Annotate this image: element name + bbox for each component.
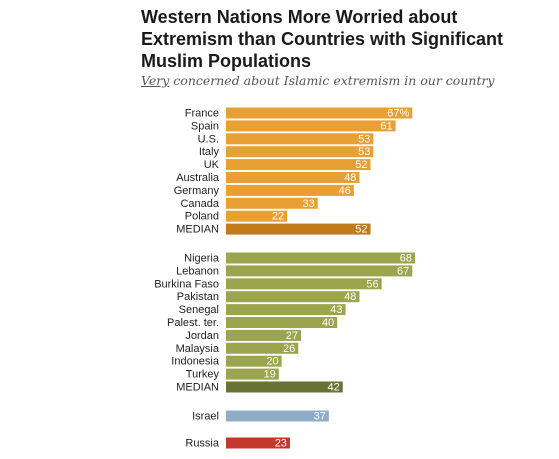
bar-france [226, 107, 413, 119]
bar-u-s [226, 133, 374, 145]
category-label-median-1: MEDIAN [176, 382, 219, 394]
category-label-spain: Spain [191, 120, 219, 132]
bar-median-1 [226, 381, 343, 393]
bar-indonesia [226, 355, 282, 367]
bar-israel [226, 410, 329, 422]
category-label-u-s: U.S. [198, 133, 219, 145]
value-label-germany: 46 [339, 185, 351, 197]
value-label-poland: 22 [272, 211, 284, 223]
value-label-israel: 37 [314, 411, 326, 423]
category-label-turkey: Turkey [186, 369, 220, 381]
chart-title: Western Nations More Worried about Extre… [141, 7, 504, 71]
bar-malaysia [226, 342, 299, 354]
value-label-spain: 61 [380, 120, 392, 132]
value-label-malaysia: 26 [283, 343, 295, 355]
value-label-lebanon: 67 [397, 265, 409, 277]
bar-italy [226, 146, 374, 158]
category-label-malaysia: Malaysia [176, 343, 220, 355]
bar-germany [226, 184, 354, 196]
value-label-u-s: 53 [358, 133, 370, 145]
bar-burkina-faso [226, 278, 382, 290]
value-label-palest-ter: 40 [322, 317, 334, 329]
category-label-italy: Italy [199, 146, 220, 158]
chart-subtitle: Very concerned about Islamic extremism i… [141, 73, 551, 88]
value-label-italy: 53 [358, 146, 370, 158]
category-label-russia: Russia [185, 438, 220, 450]
category-label-poland: Poland [185, 211, 219, 223]
value-label-turkey: 19 [264, 369, 276, 381]
value-label-jordan: 27 [286, 330, 298, 342]
category-label-france: France [185, 108, 219, 120]
category-label-pakistan: Pakistan [177, 291, 219, 303]
value-label-canada: 33 [302, 198, 314, 210]
bar-palest-ter [226, 317, 338, 328]
value-label-australia: 48 [344, 172, 356, 184]
bar-jordan [226, 329, 302, 341]
category-label-nigeria: Nigeria [184, 253, 220, 265]
value-label-france: 67% [387, 108, 409, 120]
category-label-lebanon: Lebanon [176, 265, 219, 277]
value-label-nigeria: 68 [400, 253, 412, 265]
bar-median-0 [226, 223, 371, 235]
category-label-uk: UK [204, 159, 220, 171]
value-label-burkina-faso: 56 [366, 278, 378, 290]
category-label-indonesia: Indonesia [171, 356, 220, 368]
value-label-indonesia: 20 [266, 356, 278, 368]
value-label-senegal: 43 [330, 304, 342, 316]
category-label-israel: Israel [192, 411, 219, 423]
bar-canada [226, 197, 318, 209]
category-label-burkina-faso: Burkina Faso [154, 278, 219, 290]
category-label-palest-ter: Palest. ter. [167, 317, 219, 329]
bar-turkey [226, 368, 279, 380]
bar-australia [226, 172, 360, 183]
subtitle-emphasis: Very [141, 73, 170, 88]
subtitle-text: concerned about Islamic extremism in our… [169, 73, 495, 88]
bar-pakistan [226, 291, 360, 303]
value-label-median-0: 52 [355, 224, 367, 236]
category-label-germany: Germany [174, 185, 220, 197]
bar-russia [226, 437, 290, 449]
category-label-canada: Canada [180, 198, 219, 210]
category-label-australia: Australia [176, 172, 220, 184]
value-label-uk: 52 [355, 159, 367, 171]
category-label-jordan: Jordan [185, 330, 219, 342]
bar-uk [226, 159, 371, 171]
bar-poland [226, 210, 288, 222]
value-label-median-1: 42 [328, 382, 340, 394]
bar-nigeria [226, 252, 416, 264]
bar-spain [226, 120, 396, 132]
category-label-median-0: MEDIAN [176, 224, 219, 236]
value-label-russia: 23 [275, 438, 287, 450]
value-label-pakistan: 48 [344, 291, 356, 303]
category-label-senegal: Senegal [179, 304, 219, 316]
bar-lebanon [226, 265, 413, 277]
bar-senegal [226, 304, 346, 316]
